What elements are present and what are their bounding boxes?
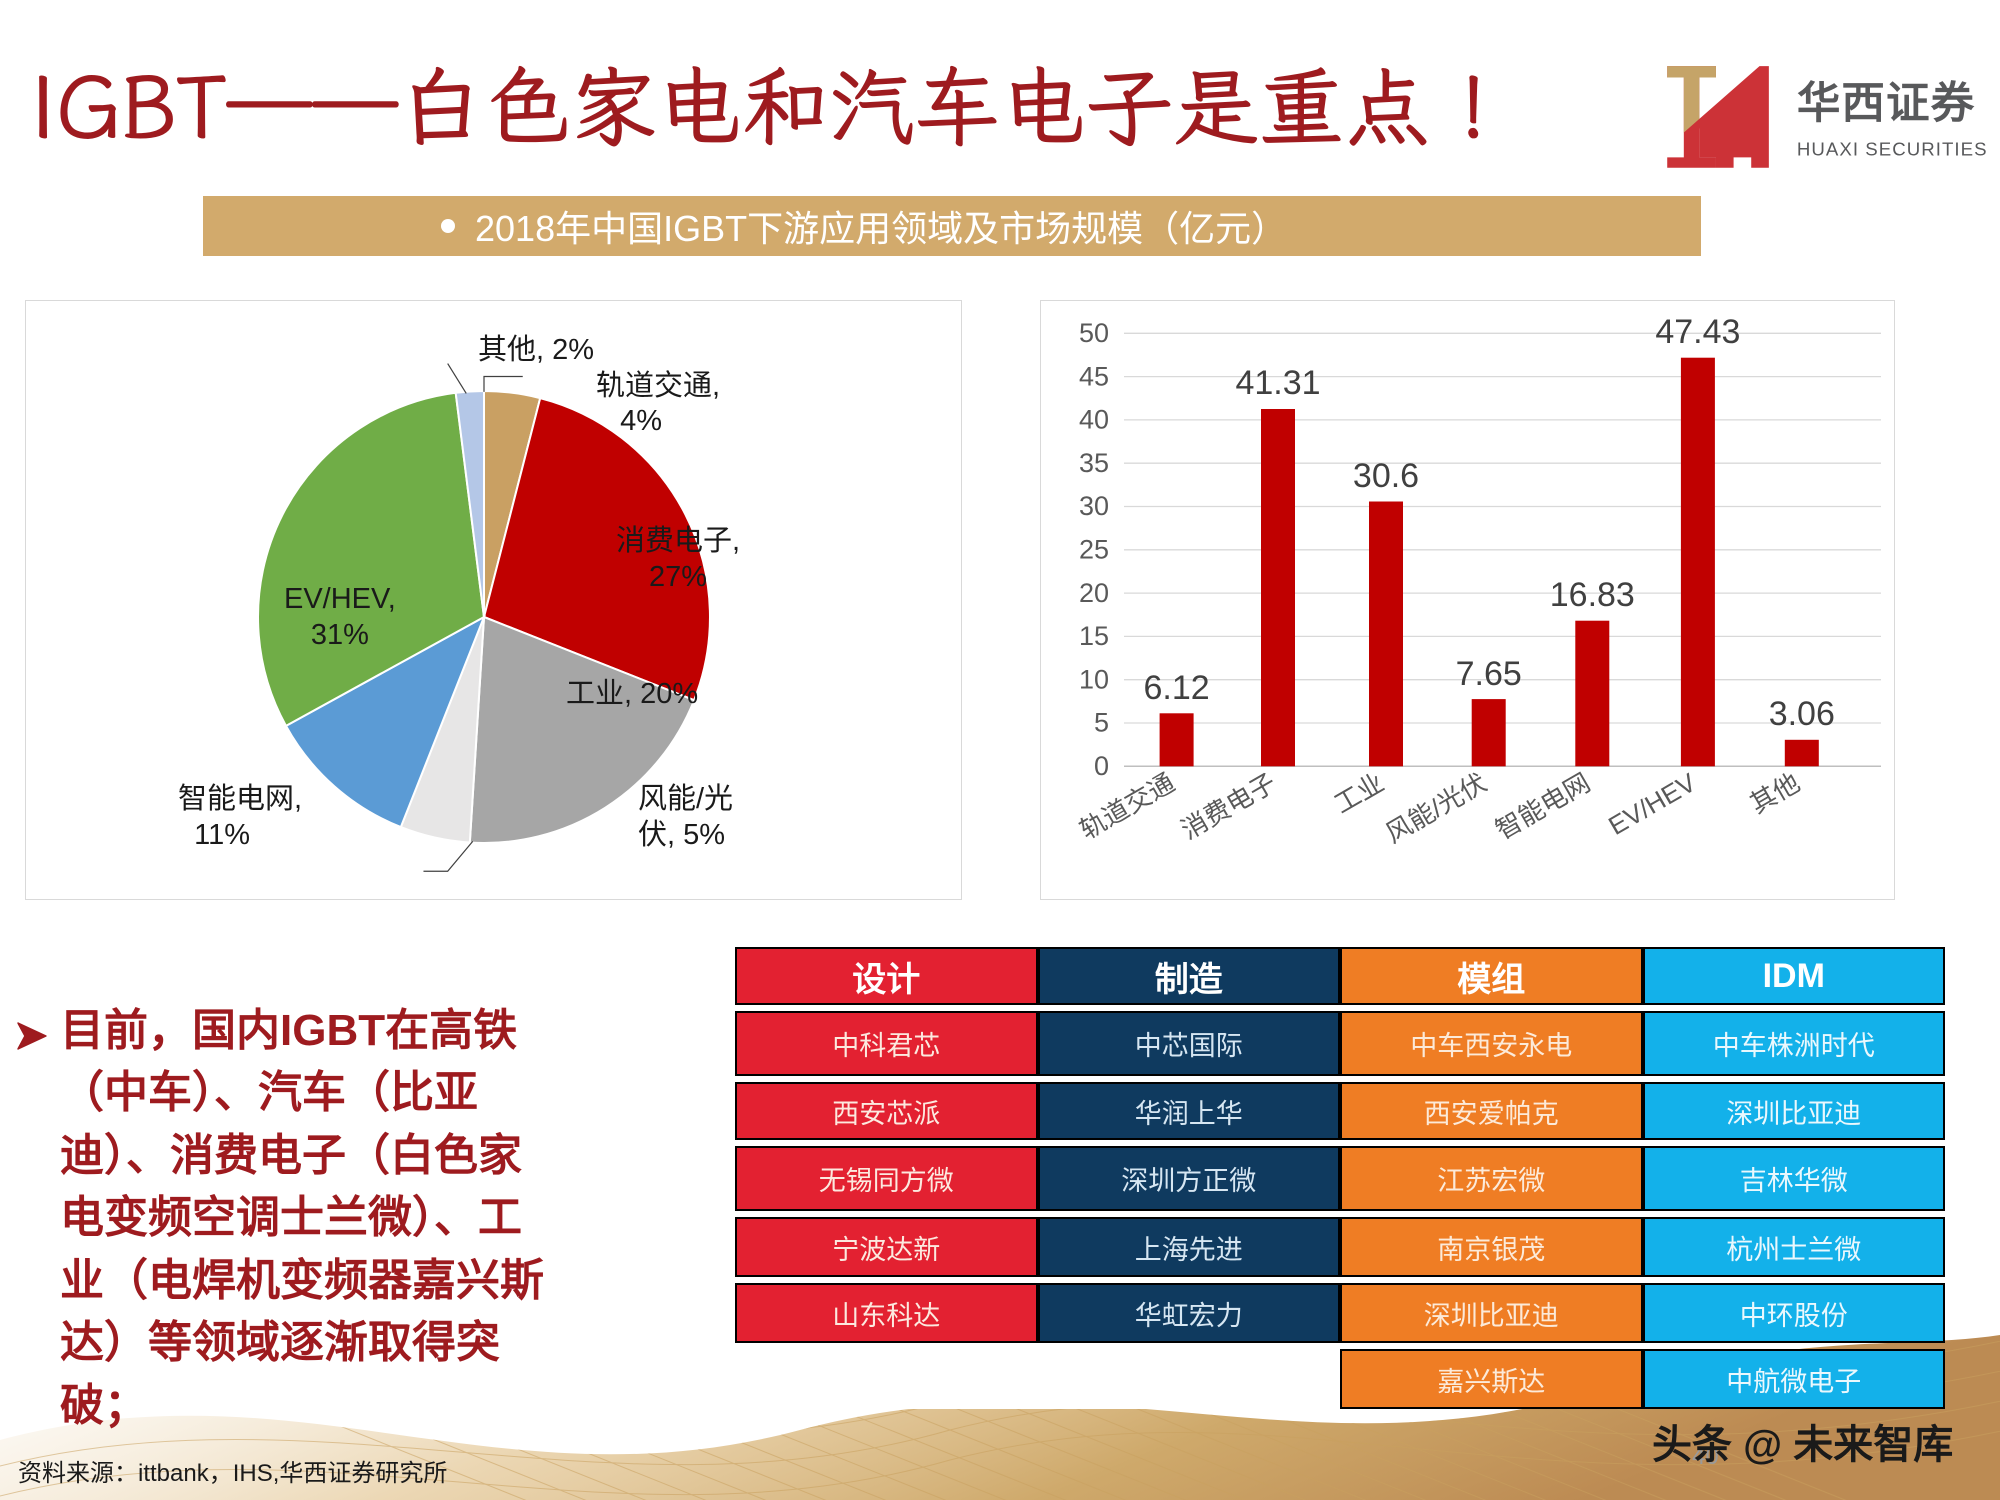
svg-text:轨道交通: 轨道交通 <box>1075 767 1180 845</box>
svg-text:40: 40 <box>1079 405 1109 435</box>
svg-text:其他: 其他 <box>1745 767 1805 819</box>
svg-text:15: 15 <box>1079 621 1109 651</box>
svg-text:5: 5 <box>1094 708 1109 738</box>
svg-text:6.12: 6.12 <box>1144 669 1210 707</box>
svg-text:35: 35 <box>1079 448 1109 478</box>
svg-text:50: 50 <box>1079 318 1109 348</box>
svg-text:45: 45 <box>1079 361 1109 391</box>
svg-text:消费电子: 消费电子 <box>1176 767 1281 845</box>
svg-text:16.83: 16.83 <box>1550 576 1635 614</box>
svg-text:30.6: 30.6 <box>1353 457 1419 495</box>
svg-text:25: 25 <box>1079 535 1109 565</box>
svg-text:47.43: 47.43 <box>1655 313 1740 351</box>
svg-text:10: 10 <box>1079 664 1109 694</box>
svg-text:30: 30 <box>1079 491 1109 521</box>
svg-text:7.65: 7.65 <box>1456 655 1522 693</box>
svg-text:3.06: 3.06 <box>1769 695 1835 733</box>
svg-text:EV/HEV: EV/HEV <box>1603 767 1701 841</box>
svg-text:华西证券: 华西证券 <box>1797 80 1975 128</box>
svg-text:41.31: 41.31 <box>1235 364 1320 402</box>
svg-text:0: 0 <box>1094 751 1109 781</box>
svg-text:工业: 工业 <box>1329 767 1389 819</box>
svg-text:20: 20 <box>1079 578 1109 608</box>
svg-text:智能电网: 智能电网 <box>1490 767 1595 845</box>
svg-text:风能/光伏: 风能/光伏 <box>1380 767 1491 849</box>
svg-text:HUAXI SECURITIES: HUAXI SECURITIES <box>1797 138 1988 159</box>
